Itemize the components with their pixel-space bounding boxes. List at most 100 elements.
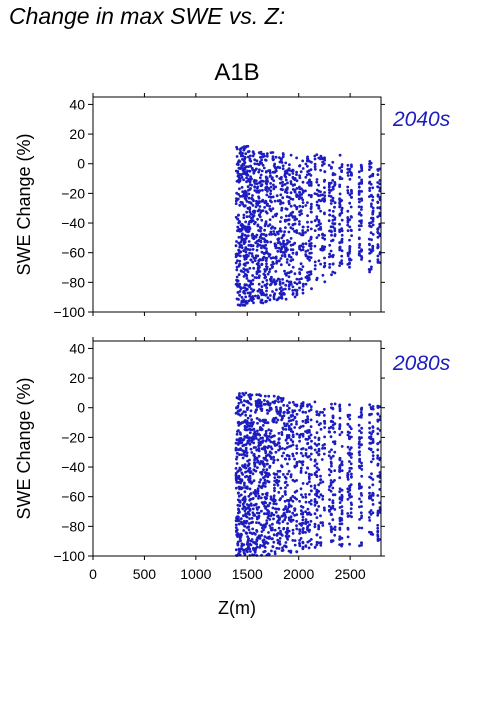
data-point	[277, 438, 281, 441]
data-point	[268, 218, 272, 222]
data-point	[301, 242, 305, 246]
data-point	[248, 547, 252, 551]
data-point	[315, 540, 319, 544]
data-point	[268, 298, 272, 302]
data-point	[281, 397, 285, 400]
data-point	[330, 166, 333, 170]
data-point	[244, 250, 248, 254]
data-point	[279, 257, 283, 260]
data-point	[315, 217, 319, 221]
data-point	[250, 166, 254, 170]
data-point	[376, 535, 380, 538]
data-point	[360, 249, 364, 252]
data-point	[371, 483, 375, 487]
data-point	[236, 442, 240, 445]
data-point	[340, 163, 344, 166]
data-point	[368, 162, 371, 166]
data-point	[251, 232, 255, 236]
data-point	[272, 472, 276, 475]
data-point	[287, 222, 291, 226]
data-point	[244, 435, 248, 439]
data-point	[286, 434, 289, 438]
data-point	[301, 540, 305, 544]
data-point	[276, 397, 280, 401]
data-point	[283, 410, 286, 414]
data-point	[243, 481, 246, 485]
data-point	[265, 152, 269, 156]
data-point	[369, 476, 373, 480]
data-point	[289, 504, 293, 508]
data-point	[304, 421, 308, 424]
data-point	[358, 189, 361, 193]
data-point	[248, 169, 252, 173]
data-point	[280, 157, 283, 161]
data-point	[253, 162, 257, 166]
data-point	[235, 480, 239, 484]
data-point	[285, 422, 289, 426]
y-tick-label: 40	[69, 340, 85, 356]
data-point	[259, 478, 263, 481]
data-point	[291, 197, 295, 201]
data-point	[257, 282, 261, 286]
data-point	[247, 522, 251, 525]
data-point	[252, 546, 255, 550]
data-point	[291, 258, 295, 262]
data-point	[253, 276, 257, 279]
data-point	[304, 493, 307, 496]
data-point	[360, 408, 363, 411]
data-point	[376, 254, 380, 258]
data-point	[313, 400, 317, 404]
data-point	[371, 405, 375, 408]
data-point	[281, 188, 284, 192]
data-point	[360, 190, 364, 193]
data-point	[259, 402, 263, 406]
data-point	[243, 204, 246, 208]
data-point	[328, 252, 331, 256]
data-point	[244, 301, 248, 305]
data-point	[333, 440, 337, 443]
data-point	[248, 292, 252, 296]
data-point	[349, 205, 353, 209]
data-point	[376, 185, 379, 189]
data-point	[286, 441, 289, 445]
data-point	[333, 533, 337, 537]
data-point	[333, 528, 337, 531]
data-point	[263, 246, 266, 250]
data-point	[360, 541, 363, 545]
data-point	[308, 523, 311, 527]
data-point	[291, 433, 295, 437]
data-point	[268, 267, 272, 271]
data-point	[368, 510, 372, 514]
data-point	[242, 249, 246, 253]
data-point	[261, 188, 264, 192]
data-point	[239, 398, 243, 402]
data-point	[251, 154, 255, 158]
data-point	[242, 505, 246, 508]
data-point	[246, 543, 249, 546]
data-point	[264, 505, 268, 509]
x-tick-label: 0	[89, 566, 97, 582]
data-point	[258, 534, 262, 538]
data-point	[241, 190, 245, 194]
data-point	[291, 418, 295, 422]
data-point	[321, 444, 325, 447]
data-point	[359, 500, 363, 504]
data-point	[329, 457, 333, 460]
data-point	[248, 477, 252, 480]
data-point	[271, 215, 275, 219]
data-point	[248, 436, 251, 439]
data-point	[259, 485, 263, 489]
data-point	[378, 182, 382, 186]
data-point	[271, 441, 275, 444]
data-point	[272, 461, 275, 464]
data-point	[285, 454, 289, 457]
data-point	[295, 404, 298, 408]
data-point	[338, 416, 342, 420]
data-point	[358, 440, 361, 444]
data-point	[273, 244, 277, 248]
data-point	[295, 420, 298, 423]
data-point	[257, 521, 261, 525]
data-point	[333, 525, 337, 529]
data-point	[238, 148, 242, 152]
data-point	[304, 500, 308, 504]
